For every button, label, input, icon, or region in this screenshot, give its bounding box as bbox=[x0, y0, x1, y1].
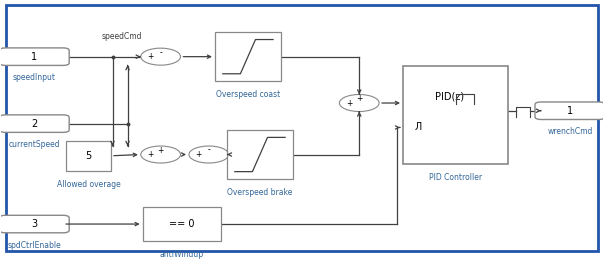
Text: +: + bbox=[356, 94, 362, 103]
Text: wrenchCmd: wrenchCmd bbox=[547, 127, 593, 136]
Text: 1: 1 bbox=[31, 52, 37, 62]
Text: +: + bbox=[147, 52, 154, 61]
Text: PID(z): PID(z) bbox=[435, 92, 464, 102]
Text: PID Controller: PID Controller bbox=[429, 173, 482, 182]
Text: +: + bbox=[157, 146, 164, 155]
Bar bbox=[215, 32, 281, 81]
Text: 5: 5 bbox=[85, 151, 92, 161]
Text: antiWindup: antiWindup bbox=[160, 251, 204, 259]
Text: 1: 1 bbox=[567, 106, 573, 116]
FancyBboxPatch shape bbox=[0, 215, 69, 233]
Text: +: + bbox=[195, 150, 201, 159]
Text: == 0: == 0 bbox=[169, 219, 195, 229]
Bar bbox=[142, 207, 221, 241]
Text: +: + bbox=[346, 98, 352, 108]
Text: -: - bbox=[207, 146, 210, 155]
Text: Л: Л bbox=[414, 122, 421, 133]
Text: speedCmd: speedCmd bbox=[101, 32, 142, 41]
Text: Overspeed brake: Overspeed brake bbox=[227, 188, 292, 197]
Text: -: - bbox=[159, 48, 162, 57]
Text: +: + bbox=[147, 150, 154, 159]
Text: speedInput: speedInput bbox=[13, 73, 55, 82]
Circle shape bbox=[339, 94, 379, 111]
Text: Overspeed coast: Overspeed coast bbox=[216, 90, 280, 99]
Text: Allowed overage: Allowed overage bbox=[57, 180, 121, 189]
Bar bbox=[403, 66, 508, 164]
FancyBboxPatch shape bbox=[535, 102, 603, 120]
Text: 3: 3 bbox=[31, 219, 37, 229]
FancyBboxPatch shape bbox=[0, 115, 69, 132]
FancyBboxPatch shape bbox=[0, 48, 69, 66]
Bar bbox=[66, 141, 111, 171]
Text: currentSpeed: currentSpeed bbox=[8, 140, 60, 149]
Text: 2: 2 bbox=[31, 118, 37, 129]
Text: spdCtrlEnable: spdCtrlEnable bbox=[7, 241, 61, 250]
Circle shape bbox=[189, 146, 229, 163]
Circle shape bbox=[140, 146, 180, 163]
Circle shape bbox=[140, 48, 180, 65]
Bar bbox=[227, 130, 293, 179]
